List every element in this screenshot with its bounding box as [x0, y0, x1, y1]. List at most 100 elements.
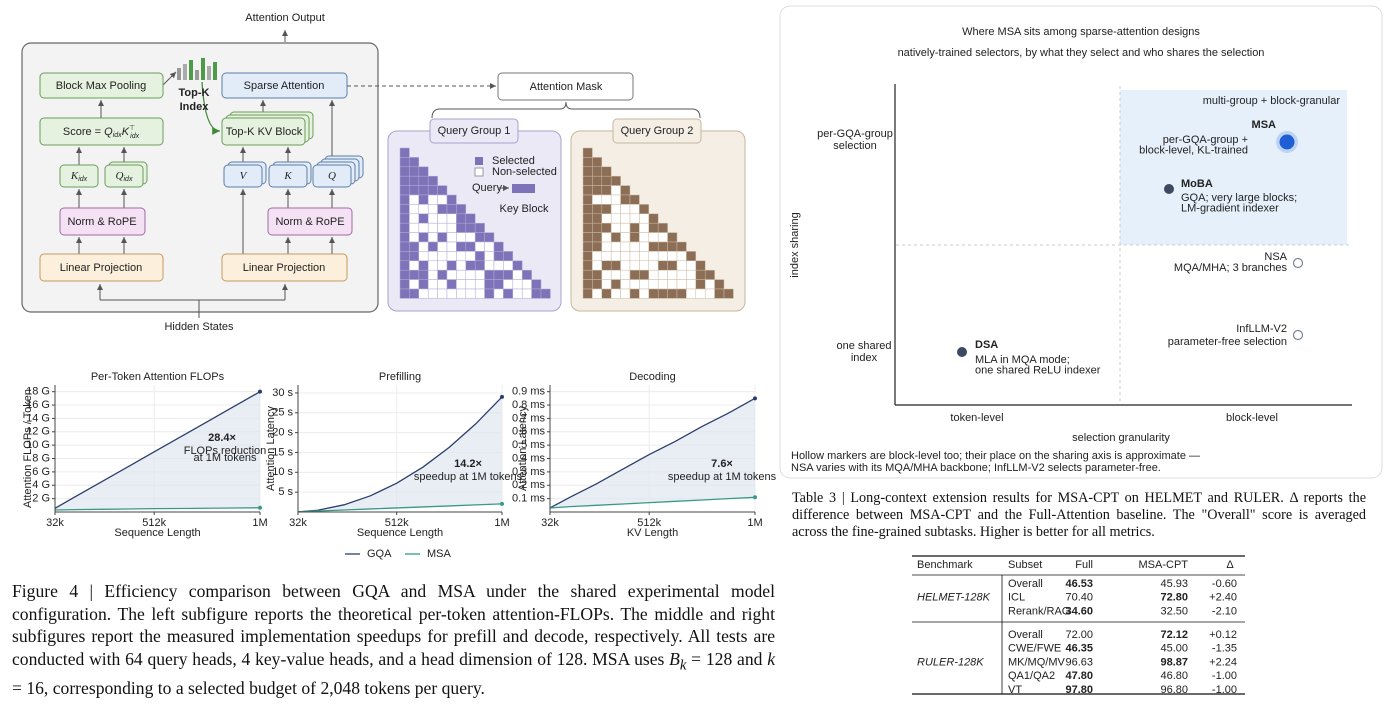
mask-cell: [592, 166, 603, 177]
y-axis-label: index sharing: [789, 212, 801, 277]
mask-cell: [648, 279, 659, 290]
caption-text: = 16, corresponding to a selected budget…: [12, 677, 485, 698]
point: [957, 347, 967, 357]
mask-cell: [399, 241, 410, 252]
mask-cell: [512, 269, 523, 280]
y-tick-label: 0.9 ms: [512, 386, 546, 398]
math-part: V: [240, 170, 248, 182]
y-tick-label: 0.3 ms: [512, 466, 546, 478]
mask-cell: [582, 185, 593, 196]
k-idx-label: Kidx: [70, 170, 88, 183]
top-k-label: Top-K: [179, 87, 210, 99]
mask-cell: [601, 251, 612, 262]
footnote: Hollow markers are block-level too; thei…: [791, 450, 1200, 462]
mask-cell: [456, 269, 467, 280]
mask-cell: [399, 157, 410, 168]
mask-cell: [493, 269, 504, 280]
figure-caption: Figure 4 | Efficiency comparison between…: [12, 580, 775, 699]
mask-cell: [427, 260, 438, 271]
mask-cell: [667, 260, 678, 271]
mask-cell: [399, 204, 410, 215]
mask-cell: [437, 194, 448, 205]
mask-cell: [427, 279, 438, 290]
mask-cell: [418, 175, 429, 186]
y-tick-label: 30 s: [272, 387, 293, 399]
mask-cell: [667, 279, 678, 290]
table-cell: 72.00: [1065, 629, 1093, 641]
mask-cell: [474, 288, 485, 299]
mask-cell: [648, 241, 659, 252]
v-box-label: V: [240, 170, 248, 182]
output-label: Attention Output: [245, 12, 325, 24]
highlight-region: [1120, 90, 1347, 245]
mask-cell: [657, 269, 668, 280]
x-axis-label: KV Length: [627, 527, 678, 539]
mask-cell: [437, 185, 448, 196]
table-cell: ICL: [1008, 592, 1025, 604]
y-category: one shared: [836, 340, 891, 352]
mask-cell: [723, 288, 734, 299]
legend-label: GQA: [367, 548, 392, 560]
mask-cell: [512, 288, 523, 299]
mask-cell: [592, 232, 603, 243]
mask-cell: [465, 260, 476, 271]
mask-cell: [437, 279, 448, 290]
series-line: [54, 391, 261, 509]
mask-cell: [601, 222, 612, 233]
legend-label: Selected: [492, 155, 535, 167]
y-tick-label: 12 G: [26, 426, 50, 438]
y-axis-label: Attention FLOPs / Token: [22, 389, 34, 508]
math-symbol: B: [669, 648, 680, 669]
mask-cell: [610, 251, 621, 262]
k-box-label: K: [283, 170, 292, 182]
point-label: NSA: [1264, 251, 1287, 263]
y-tick-label: 18 G: [26, 386, 50, 398]
mask-cell: [648, 232, 659, 243]
mask-cell: [610, 222, 621, 233]
mask-cell: [418, 232, 429, 243]
mask-cell: [409, 204, 420, 215]
block: [221, 117, 306, 146]
annotation-headline: 28.4×: [208, 432, 236, 444]
mask-cell: [639, 241, 650, 252]
mask-cell: [657, 241, 668, 252]
mask-cell: [465, 269, 476, 280]
architecture-arrows: [76, 30, 701, 318]
group-title-box: [429, 118, 519, 144]
block: [59, 207, 146, 236]
math-part: K: [283, 170, 292, 182]
mask-cell: [592, 251, 603, 262]
y-tick-label: 8 G: [32, 452, 50, 464]
table-cell: 97.80: [1065, 684, 1093, 696]
mask-cell: [582, 279, 593, 290]
mask-cell: [592, 175, 603, 186]
mask-cell: [620, 213, 631, 224]
mask-cell: [667, 232, 678, 243]
mask-cell: [610, 288, 621, 299]
mask-cell: [601, 213, 612, 224]
mask-cell: [427, 288, 438, 299]
mask-cell: [620, 288, 631, 299]
mask-cell: [629, 194, 640, 205]
mask-cell: [629, 213, 640, 224]
q-idx-label: Qidx: [116, 170, 133, 183]
table-cell: QA1/QA2: [1008, 670, 1055, 682]
point-label: MSA: [1252, 119, 1277, 131]
mask-cell: [418, 222, 429, 233]
y-tick-label: 0.4 ms: [512, 452, 546, 464]
mask-cell: [418, 241, 429, 252]
chart-title: Decoding: [629, 371, 675, 383]
mask-cell: [667, 251, 678, 262]
mask-cell: [493, 251, 504, 262]
mask-cell: [418, 185, 429, 196]
mask-cell: [399, 222, 410, 233]
point: [1164, 184, 1174, 194]
table-cell: 45.00: [1160, 643, 1188, 655]
y-axis-label: Attention Latency: [265, 406, 277, 492]
mask-cell: [399, 175, 410, 186]
table-cell: -1.00: [1212, 684, 1237, 696]
series-line: [297, 503, 503, 513]
mask-cell: [676, 288, 687, 299]
x-category: block-level: [1226, 412, 1278, 424]
mask-cell: [601, 185, 612, 196]
